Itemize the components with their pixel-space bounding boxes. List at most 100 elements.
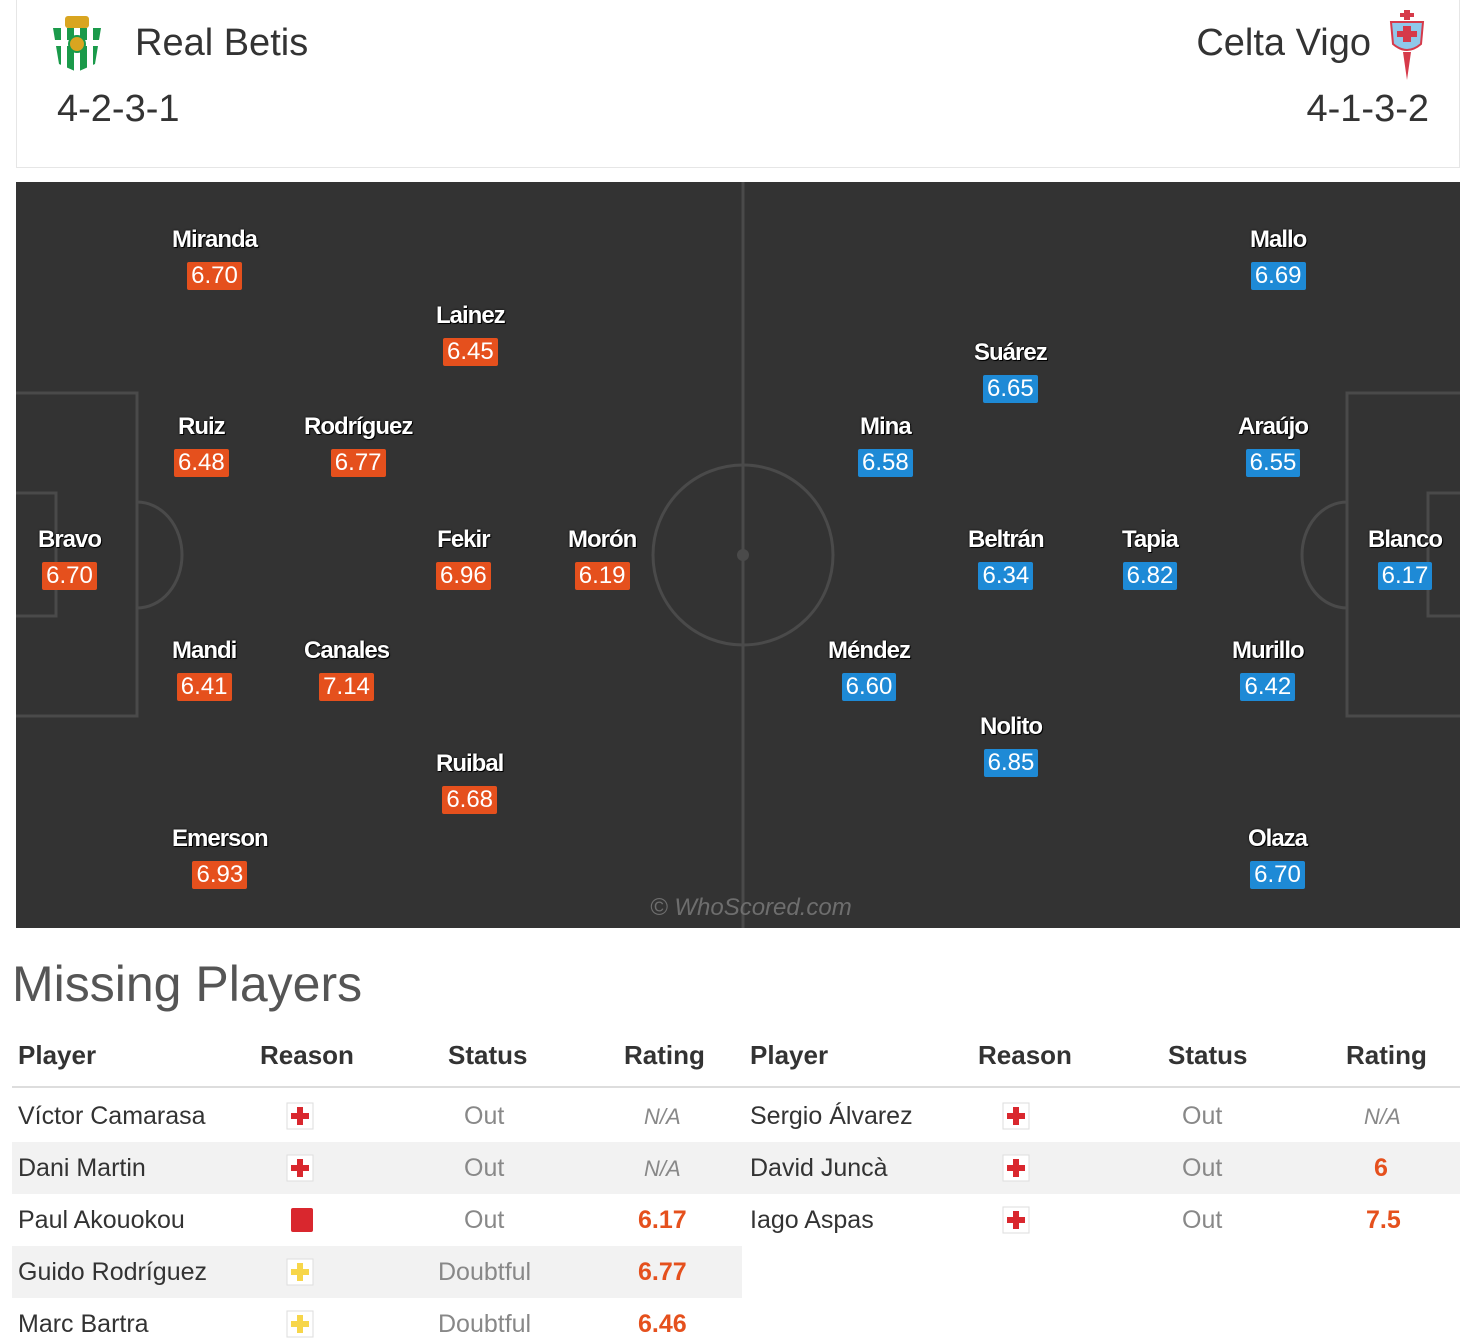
home-player-ruiz[interactable]: Ruiz 6.48 bbox=[174, 413, 229, 477]
table-header: Player Reason Status Rating bbox=[12, 1034, 742, 1088]
injury-icon bbox=[286, 1154, 314, 1182]
table-row: David Juncà Out 6 bbox=[742, 1142, 1460, 1194]
player-rating: 6.82 bbox=[1122, 562, 1178, 590]
player-name: Rodríguez bbox=[304, 413, 413, 440]
player-name[interactable]: Paul Akouokou bbox=[18, 1206, 185, 1234]
table-row: Víctor Camarasa Out N/A bbox=[12, 1090, 742, 1142]
table-row: Sergio Álvarez Out N/A bbox=[742, 1090, 1460, 1142]
player-name[interactable]: Marc Bartra bbox=[18, 1310, 149, 1338]
rating: 6 bbox=[1374, 1154, 1388, 1182]
rating: 7.5 bbox=[1366, 1206, 1401, 1234]
status: Out bbox=[1182, 1154, 1223, 1182]
home-team-name[interactable]: Real Betis bbox=[135, 22, 309, 64]
player-name: Olaza bbox=[1248, 825, 1308, 852]
player-name: Méndez bbox=[828, 637, 911, 664]
player-name: Murillo bbox=[1232, 637, 1305, 664]
player-rating: 6.48 bbox=[174, 449, 229, 477]
status: Out bbox=[464, 1102, 505, 1130]
player-name[interactable]: Guido Rodríguez bbox=[18, 1258, 208, 1286]
pitch-lines bbox=[16, 182, 1460, 928]
away-player-beltran[interactable]: Beltrán 6.34 bbox=[968, 526, 1045, 590]
away-player-mendez[interactable]: Méndez 6.60 bbox=[828, 637, 911, 701]
player-rating: 6.58 bbox=[858, 449, 913, 477]
home-player-canales[interactable]: Canales 7.14 bbox=[304, 637, 390, 701]
player-name: Lainez bbox=[436, 302, 506, 329]
player-rating: 6.77 bbox=[330, 449, 386, 477]
player-name[interactable]: Víctor Camarasa bbox=[18, 1102, 206, 1130]
player-rating: 6.60 bbox=[841, 673, 897, 701]
player-name: Fekir bbox=[437, 526, 490, 553]
home-formation: 4-2-3-1 bbox=[57, 88, 180, 130]
rating: 6.46 bbox=[638, 1310, 687, 1338]
celta-vigo-crest-icon bbox=[1389, 10, 1425, 80]
home-player-miranda[interactable]: Miranda 6.70 bbox=[172, 226, 258, 290]
player-name[interactable]: Dani Martin bbox=[18, 1154, 146, 1182]
table-row: Paul Akouokou Out 6.17 bbox=[12, 1194, 742, 1246]
away-player-mina[interactable]: Mina 6.58 bbox=[858, 413, 913, 477]
rating: 6.17 bbox=[638, 1206, 687, 1234]
player-rating: 6.69 bbox=[1250, 262, 1306, 290]
injury-icon bbox=[1002, 1102, 1030, 1130]
doubtful-icon bbox=[286, 1258, 314, 1286]
home-player-mandi[interactable]: Mandi 6.41 bbox=[172, 637, 237, 701]
col-rating[interactable]: Rating bbox=[624, 1040, 705, 1070]
rating: 6.77 bbox=[638, 1258, 687, 1286]
rating: N/A bbox=[1364, 1104, 1401, 1129]
real-betis-crest-icon bbox=[53, 16, 101, 72]
table-header: Player Reason Status Rating bbox=[742, 1034, 1460, 1088]
player-name: Ruiz bbox=[178, 413, 226, 440]
away-player-blanco[interactable]: Blanco 6.17 bbox=[1368, 526, 1443, 590]
home-player-moron[interactable]: Morón 6.19 bbox=[568, 526, 637, 590]
home-player-bravo[interactable]: Bravo 6.70 bbox=[38, 526, 102, 590]
away-player-murillo[interactable]: Murillo 6.42 bbox=[1232, 637, 1305, 701]
col-reason[interactable]: Reason bbox=[260, 1040, 354, 1070]
col-status[interactable]: Status bbox=[448, 1040, 528, 1070]
home-player-lainez[interactable]: Lainez 6.45 bbox=[436, 302, 506, 366]
player-name: Beltrán bbox=[968, 526, 1045, 553]
home-missing-table: Player Reason Status Rating Víctor Camar… bbox=[12, 1034, 742, 1340]
away-player-olaza[interactable]: Olaza 6.70 bbox=[1248, 825, 1308, 889]
player-name: Blanco bbox=[1368, 526, 1443, 553]
table-row: Marc Bartra Doubtful 6.46 bbox=[12, 1298, 742, 1340]
player-name[interactable]: Sergio Álvarez bbox=[750, 1102, 913, 1130]
away-team-name[interactable]: Celta Vigo bbox=[1196, 22, 1371, 64]
player-rating: 6.17 bbox=[1377, 562, 1433, 590]
col-player[interactable]: Player bbox=[18, 1040, 97, 1070]
player-name: Suárez bbox=[974, 339, 1048, 366]
player-name: Araújo bbox=[1238, 413, 1309, 440]
player-name[interactable]: David Juncà bbox=[750, 1154, 888, 1182]
col-reason[interactable]: Reason bbox=[978, 1040, 1072, 1070]
status: Out bbox=[1182, 1102, 1223, 1130]
home-player-fekir[interactable]: Fekir 6.96 bbox=[436, 526, 491, 590]
player-name: Mallo bbox=[1250, 226, 1307, 253]
player-name[interactable]: Iago Aspas bbox=[750, 1206, 874, 1234]
player-rating: 6.19 bbox=[574, 562, 630, 590]
player-rating: 6.70 bbox=[187, 262, 242, 290]
away-player-mallo[interactable]: Mallo 6.69 bbox=[1250, 226, 1307, 290]
player-rating: 6.55 bbox=[1245, 449, 1301, 477]
away-player-suarez[interactable]: Suárez 6.65 bbox=[974, 339, 1048, 403]
player-rating: 6.34 bbox=[978, 562, 1034, 590]
player-rating: 6.68 bbox=[442, 786, 498, 814]
rating: N/A bbox=[644, 1104, 681, 1129]
injury-icon bbox=[286, 1102, 314, 1130]
away-player-nolito[interactable]: Nolito 6.85 bbox=[980, 713, 1043, 777]
col-player[interactable]: Player bbox=[750, 1040, 829, 1070]
home-player-ruibal[interactable]: Ruibal 6.68 bbox=[436, 750, 504, 814]
player-name: Miranda bbox=[172, 226, 258, 253]
player-name: Emerson bbox=[172, 825, 269, 852]
table-row: Dani Martin Out N/A bbox=[12, 1142, 742, 1194]
player-name: Nolito bbox=[980, 713, 1043, 740]
away-player-tapia[interactable]: Tapia 6.82 bbox=[1122, 526, 1179, 590]
player-name: Mina bbox=[860, 413, 912, 440]
away-player-araujo[interactable]: Araújo 6.55 bbox=[1238, 413, 1309, 477]
status: Out bbox=[464, 1206, 505, 1234]
player-name: Bravo bbox=[38, 526, 102, 553]
match-header: Real Betis 4-2-3-1 Celta Vigo 4-1-3-2 bbox=[16, 0, 1460, 168]
home-player-rodriguez[interactable]: Rodríguez 6.77 bbox=[304, 413, 413, 477]
red-card-icon bbox=[291, 1208, 313, 1232]
col-rating[interactable]: Rating bbox=[1346, 1040, 1427, 1070]
col-status[interactable]: Status bbox=[1168, 1040, 1248, 1070]
player-rating: 6.70 bbox=[1250, 861, 1305, 889]
home-player-emerson[interactable]: Emerson 6.93 bbox=[172, 825, 269, 889]
